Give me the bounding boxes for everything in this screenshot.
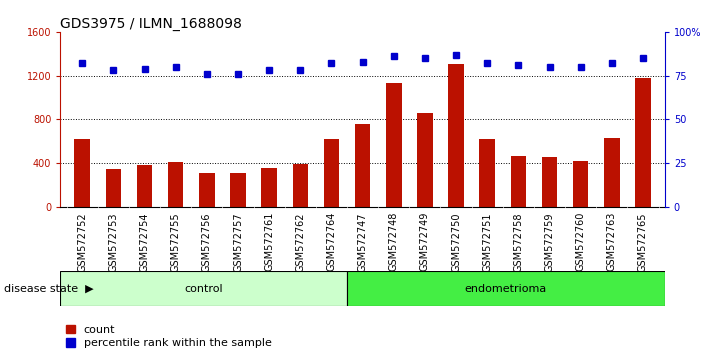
Bar — [230, 173, 246, 207]
Text: GSM572748: GSM572748 — [389, 212, 399, 272]
Bar — [604, 138, 619, 207]
Text: GSM572761: GSM572761 — [264, 212, 274, 272]
Bar — [448, 64, 464, 207]
Text: GSM572752: GSM572752 — [77, 212, 87, 272]
Bar — [386, 83, 402, 207]
Text: GSM572754: GSM572754 — [139, 212, 149, 272]
Text: GSM572765: GSM572765 — [638, 212, 648, 272]
Text: GDS3975 / ILMN_1688098: GDS3975 / ILMN_1688098 — [60, 17, 242, 31]
Bar — [137, 165, 152, 207]
Text: GSM572763: GSM572763 — [606, 212, 617, 272]
Bar — [324, 139, 339, 207]
Bar — [542, 157, 557, 207]
Text: GSM572749: GSM572749 — [420, 212, 430, 272]
Text: GSM572757: GSM572757 — [233, 212, 243, 272]
Text: GSM572750: GSM572750 — [451, 212, 461, 272]
Text: endometrioma: endometrioma — [465, 284, 547, 293]
Bar — [75, 139, 90, 207]
Bar — [168, 162, 183, 207]
Bar — [347, 271, 665, 306]
Text: GSM572755: GSM572755 — [171, 212, 181, 272]
Bar — [262, 168, 277, 207]
Bar — [479, 139, 495, 207]
Text: GSM572751: GSM572751 — [482, 212, 492, 272]
Bar — [106, 169, 121, 207]
Text: GSM572760: GSM572760 — [576, 212, 586, 272]
Text: GSM572758: GSM572758 — [513, 212, 523, 272]
Bar — [573, 161, 589, 207]
Bar — [417, 113, 433, 207]
Text: GSM572764: GSM572764 — [326, 212, 336, 272]
Text: GSM572756: GSM572756 — [202, 212, 212, 272]
Text: GSM572753: GSM572753 — [108, 212, 119, 272]
Text: GSM572759: GSM572759 — [545, 212, 555, 272]
Text: GSM572762: GSM572762 — [295, 212, 305, 272]
Text: GSM572747: GSM572747 — [358, 212, 368, 272]
Bar — [199, 173, 215, 207]
Bar — [60, 271, 347, 306]
Bar — [635, 78, 651, 207]
Bar — [292, 164, 308, 207]
Legend: count, percentile rank within the sample: count, percentile rank within the sample — [66, 325, 272, 348]
Text: disease state  ▶: disease state ▶ — [4, 284, 93, 293]
Text: control: control — [184, 284, 223, 293]
Bar — [510, 156, 526, 207]
Bar — [355, 124, 370, 207]
